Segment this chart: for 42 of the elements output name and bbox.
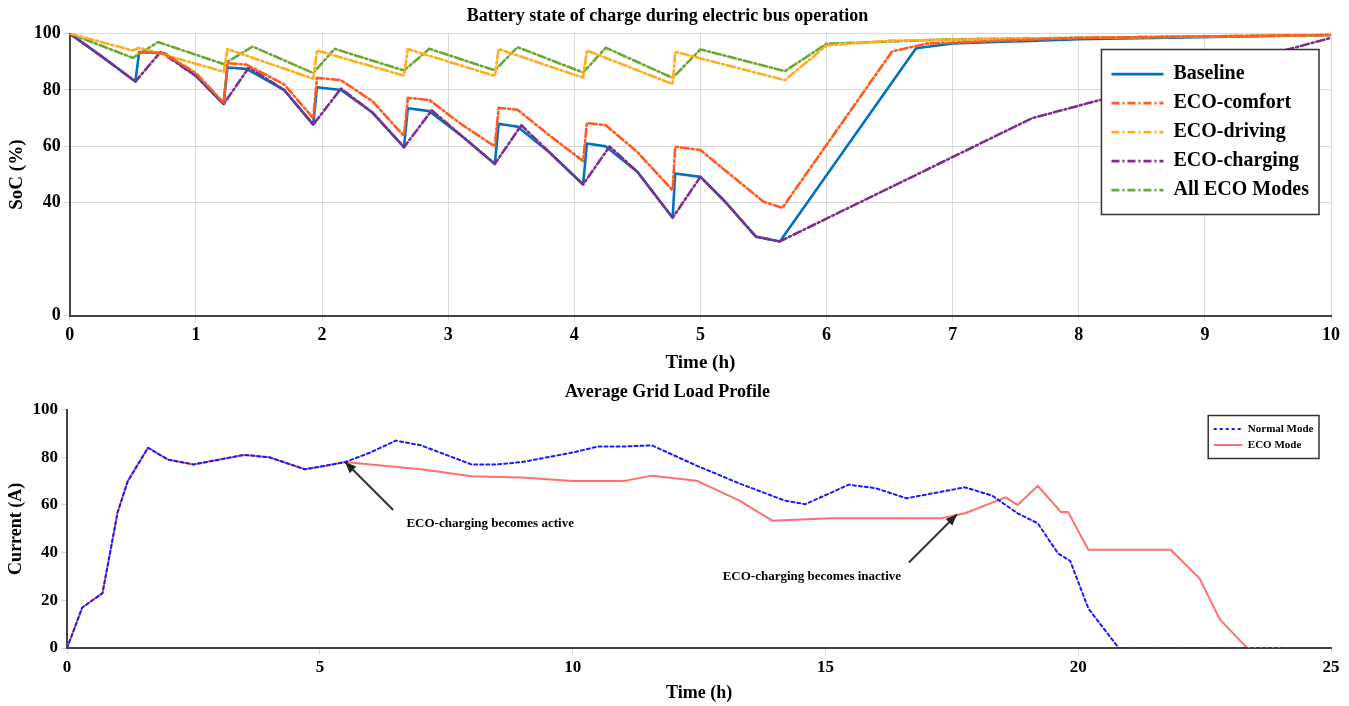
y-tick-label: 80 (42, 78, 61, 99)
y-tick-label: 40 (41, 542, 59, 562)
x-tick-label: 25 (1322, 656, 1340, 676)
x-tick-label: 4 (569, 324, 579, 345)
x-tick-label: 1 (191, 324, 201, 345)
x-tick-label: 9 (1200, 324, 1210, 345)
legend-label: All ECO Modes (1173, 177, 1310, 200)
x-tick-label: 0 (65, 324, 75, 345)
x-axis-title: Time (h) (665, 350, 736, 373)
legend-label: ECO-charging (1173, 148, 1300, 172)
x-tick-label: 10 (564, 656, 582, 676)
legend-label: ECO Mode (1247, 437, 1302, 450)
y-tick-label: 40 (42, 191, 61, 212)
x-tick-label: 8 (1074, 324, 1084, 345)
x-axis-title: Time (h) (665, 681, 733, 703)
y-tick-label: 0 (51, 304, 61, 325)
x-tick-label: 5 (695, 324, 705, 345)
x-tick-label: 2 (317, 324, 327, 345)
y-tick-label: 60 (42, 135, 61, 156)
legend-label: ECO-comfort (1173, 90, 1292, 113)
annotation: ECO-charging becomes active (406, 515, 575, 531)
x-tick-label: 5 (315, 656, 325, 676)
y-tick-label: 100 (33, 22, 61, 43)
legend-label: ECO-driving (1173, 119, 1286, 143)
y-tick-label: 0 (49, 637, 59, 657)
x-tick-label: 3 (443, 324, 453, 345)
annotation: ECO-charging becomes inactive (722, 567, 902, 583)
legend-label: Baseline (1173, 61, 1245, 84)
chart-title: Average Grid Load Profile (565, 381, 770, 402)
x-tick-label: 20 (1069, 656, 1087, 676)
x-tick-label: 10 (1322, 324, 1340, 345)
chart-title: Battery state of charge during electric bus operation (466, 5, 869, 26)
legend-label: Normal Mode (1247, 421, 1314, 434)
y-axis-title: Current (A) (5, 482, 27, 575)
y-tick-label: 60 (41, 494, 59, 514)
y-tick-label: 80 (41, 446, 59, 466)
y-tick-label: 20 (41, 589, 59, 609)
y-axis-title: SoC (%) (5, 139, 28, 210)
x-tick-label: 6 (822, 324, 832, 345)
x-tick-label: 15 (816, 656, 834, 676)
y-tick-label: 100 (32, 398, 59, 418)
x-tick-label: 7 (948, 324, 958, 345)
